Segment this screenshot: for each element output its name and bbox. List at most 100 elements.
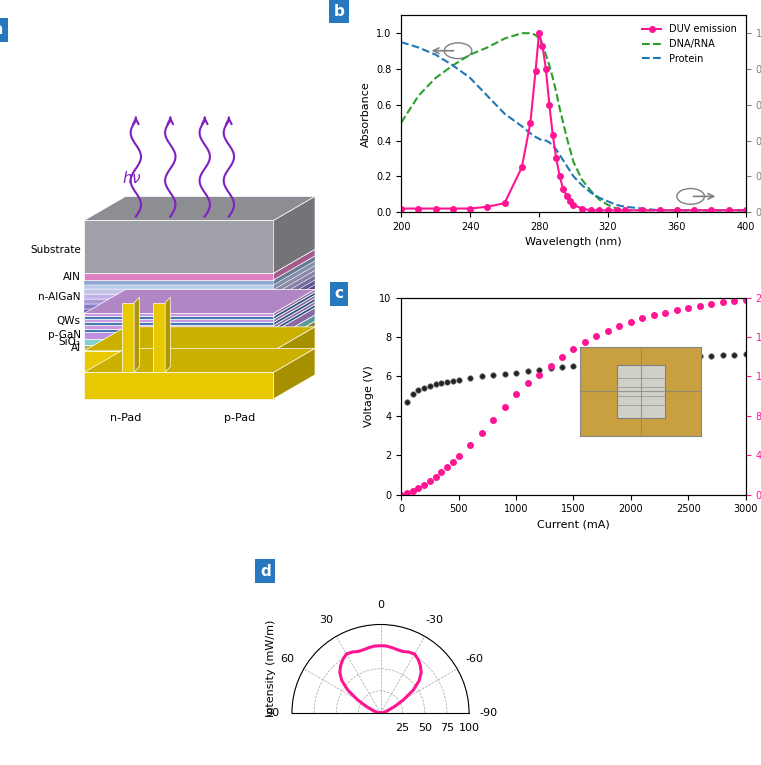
Protein [569, 172, 578, 181]
Polygon shape [165, 297, 170, 373]
Polygon shape [153, 303, 165, 373]
DUV emission [569, 200, 578, 210]
Polygon shape [84, 197, 315, 220]
DNA/RNA [396, 118, 406, 127]
DNA/RNA [569, 158, 578, 167]
Text: Intensity (mW/m): Intensity (mW/m) [266, 620, 275, 718]
Polygon shape [122, 303, 134, 373]
DNA/RNA [555, 104, 564, 113]
Polygon shape [84, 373, 274, 399]
Protein [538, 136, 547, 145]
Text: a: a [0, 22, 3, 37]
DNA/RNA [545, 60, 554, 70]
Protein [555, 150, 564, 159]
Protein [431, 50, 440, 59]
DNA/RNA [724, 206, 733, 215]
DNA/RNA [638, 206, 647, 215]
DUV emission [552, 154, 561, 163]
Protein [707, 206, 716, 215]
Protein [741, 206, 750, 215]
DNA/RNA [552, 88, 561, 97]
Polygon shape [134, 297, 139, 373]
DNA/RNA [689, 206, 699, 215]
Protein [621, 202, 630, 211]
DNA/RNA [612, 204, 621, 213]
Polygon shape [84, 345, 274, 351]
DUV emission [689, 206, 699, 215]
Polygon shape [84, 373, 274, 399]
Polygon shape [84, 316, 274, 319]
Polygon shape [84, 322, 274, 325]
DNA/RNA [707, 206, 716, 215]
DUV emission [545, 100, 554, 109]
Protein [638, 204, 647, 213]
Line: DNA/RNA: DNA/RNA [401, 33, 746, 210]
DNA/RNA [466, 50, 475, 59]
DNA/RNA [621, 206, 630, 215]
DUV emission [672, 206, 681, 215]
Polygon shape [84, 304, 274, 308]
Protein [689, 206, 699, 215]
Polygon shape [274, 304, 315, 331]
Protein [534, 134, 543, 143]
Polygon shape [84, 295, 274, 299]
Polygon shape [84, 314, 274, 316]
Polygon shape [84, 292, 315, 316]
Polygon shape [274, 327, 315, 373]
DNA/RNA [595, 195, 604, 204]
DUV emission [707, 206, 716, 215]
Protein [548, 142, 557, 151]
DUV emission [431, 204, 440, 213]
Polygon shape [274, 280, 315, 308]
DNA/RNA [603, 200, 613, 210]
Polygon shape [274, 308, 315, 339]
Polygon shape [84, 308, 274, 314]
Polygon shape [84, 280, 274, 285]
Protein [552, 145, 561, 154]
Polygon shape [274, 197, 315, 273]
Text: c: c [335, 286, 344, 301]
Protein [586, 188, 595, 197]
DNA/RNA [548, 73, 557, 83]
Polygon shape [84, 298, 315, 322]
Protein [482, 91, 492, 100]
Polygon shape [84, 339, 274, 345]
DUV emission [621, 206, 630, 215]
DUV emission [482, 202, 492, 211]
Polygon shape [84, 280, 315, 304]
Y-axis label: Absorbance: Absorbance [361, 81, 371, 147]
Polygon shape [274, 321, 315, 351]
Polygon shape [84, 327, 315, 351]
DUV emission [559, 184, 568, 194]
DNA/RNA [414, 91, 423, 100]
Text: d: d [260, 564, 271, 579]
DUV emission [500, 199, 509, 208]
DUV emission [531, 67, 540, 76]
DUV emission [548, 131, 557, 140]
DUV emission [562, 191, 572, 200]
DUV emission [538, 41, 547, 50]
Polygon shape [84, 315, 315, 339]
Protein [531, 132, 540, 142]
Polygon shape [84, 256, 315, 280]
DUV emission [603, 206, 613, 215]
Protein [414, 43, 423, 52]
Polygon shape [84, 285, 274, 289]
Polygon shape [274, 265, 315, 295]
Protein [562, 161, 572, 170]
DUV emission [526, 118, 535, 127]
X-axis label: Current (mA): Current (mA) [537, 520, 610, 530]
Polygon shape [84, 321, 315, 345]
Text: Substrate: Substrate [30, 245, 81, 256]
Polygon shape [274, 256, 315, 285]
Text: p-GaN: p-GaN [48, 330, 81, 340]
DUV emission [595, 206, 604, 215]
DUV emission [655, 206, 664, 215]
Text: QWs: QWs [57, 316, 81, 326]
DUV emission [724, 206, 733, 215]
DUV emission [555, 172, 564, 181]
Polygon shape [274, 301, 315, 328]
Polygon shape [84, 275, 315, 299]
Polygon shape [274, 249, 315, 280]
Polygon shape [84, 289, 274, 295]
